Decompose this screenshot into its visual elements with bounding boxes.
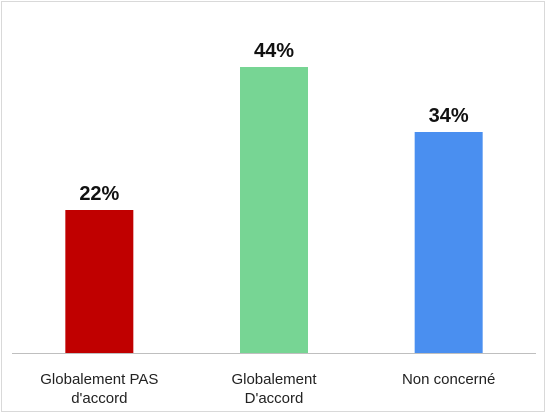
category-label-0: Globalement PAS d'accord [40,371,158,407]
bar-2 [414,132,483,353]
bars-group [65,67,483,353]
value-label-2: 34% [429,105,469,127]
category-label-1-line-0: Globalement [231,371,317,388]
bar-1 [240,67,308,353]
category-label-0-line-1: d'accord [71,390,127,407]
category-label-1: Globalement D'accord [231,371,317,407]
category-label-2: Non concerné [402,371,495,388]
category-label-1-line-1: D'accord [245,390,304,407]
category-labels-group: Globalement PAS d'accord Globalement D'acco… [40,371,495,407]
value-labels-group: 22% 44% 34% [79,40,469,205]
value-label-0: 22% [79,183,119,205]
bar-0 [65,210,134,353]
category-label-2-line-0: Non concerné [402,371,495,388]
value-label-1: 44% [254,40,294,62]
category-label-0-line-0: Globalement PAS [40,371,158,388]
